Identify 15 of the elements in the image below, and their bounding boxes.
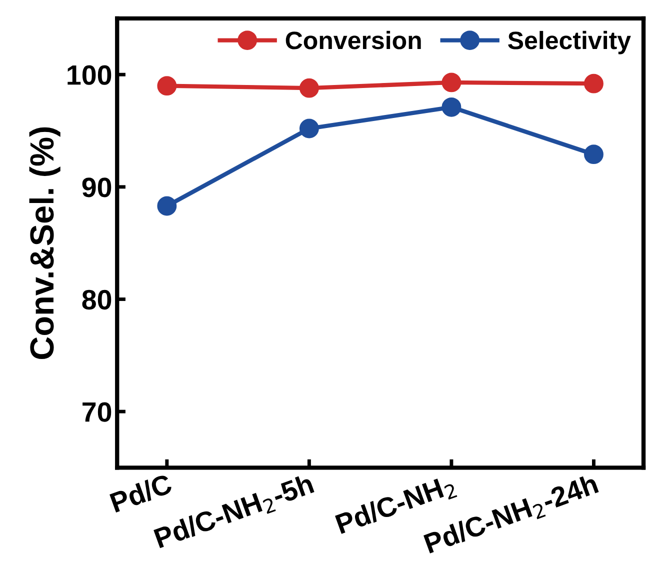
- y-axis-title: Conv.&Sel. (%): [29, 127, 60, 359]
- legend-label: Selectivity: [508, 30, 631, 54]
- legend-label: Conversion: [286, 30, 421, 50]
- point: [299, 78, 319, 98]
- y-tick-label: 80: [82, 290, 112, 310]
- point: [442, 72, 462, 92]
- y-tick-label: 90: [82, 178, 112, 198]
- y-tick-label: 100: [68, 65, 112, 85]
- y-tick-label: 70: [82, 402, 112, 422]
- point: [157, 196, 177, 216]
- point: [584, 144, 604, 164]
- point: [157, 76, 177, 96]
- point: [299, 118, 319, 138]
- point: [442, 97, 462, 117]
- point: [584, 74, 604, 94]
